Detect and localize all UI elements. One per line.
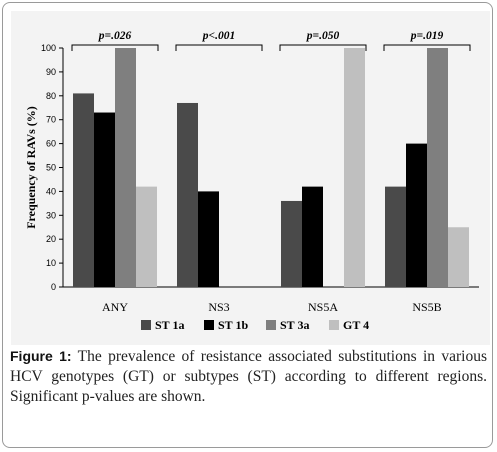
significance-bracket [175, 44, 263, 51]
p-value-annotation: p=.050 [306, 30, 340, 42]
legend-swatch [204, 320, 214, 330]
figure-frame: 0 10 20 30 40 50 60 70 80 90 100 Frequency of RAVs … [2, 2, 493, 448]
chart-panel: 0 10 20 30 40 50 60 70 80 90 100 Frequency of RAVs … [11, 11, 490, 345]
legend-swatch [266, 320, 276, 330]
caption-label: Figure 1: [10, 348, 72, 364]
bar [344, 48, 365, 287]
y-tick-label: 50 [46, 163, 56, 173]
legend-swatch [141, 320, 151, 330]
x-tick-label: NS3 [208, 300, 229, 314]
legend-swatch [329, 320, 339, 330]
y-tick-label: 20 [46, 234, 56, 244]
caption-text: The prevalence of resistance associated … [10, 348, 487, 405]
y-tick-label: 10 [46, 258, 56, 268]
figure-caption: Figure 1: The prevalence of resistance a… [10, 346, 487, 407]
bar [73, 93, 94, 287]
y-tick-label: 80 [46, 91, 56, 101]
x-tick-label: NS5B [412, 300, 441, 314]
bar [427, 48, 448, 287]
y-tick-label: 40 [46, 186, 56, 196]
bar [302, 186, 323, 287]
bar [406, 143, 427, 287]
y-tick-label: 90 [46, 67, 56, 77]
y-tick-label: 0 [51, 282, 56, 292]
legend-label: ST 1a [155, 318, 184, 332]
significance-bracket [71, 44, 159, 51]
bar [281, 200, 302, 287]
x-tick-label: NS5A [308, 300, 338, 314]
bar [198, 191, 219, 287]
legend-label: GT 4 [343, 318, 369, 332]
y-tick-label: 70 [46, 115, 56, 125]
legend-label: ST 1b [218, 318, 248, 332]
bar [385, 186, 406, 287]
legend-label: ST 3a [280, 318, 309, 332]
x-tick-label: ANY [102, 300, 128, 314]
p-value-annotation: p=.026 [98, 30, 132, 42]
y-axis-title: Frequency of RAVs (%) [24, 106, 38, 229]
bar [177, 102, 198, 287]
significance-bracket [279, 44, 367, 51]
bar [94, 112, 115, 287]
y-tick-label: 60 [46, 139, 56, 149]
y-tick-label: 30 [46, 210, 56, 220]
bar [136, 186, 157, 287]
bar [115, 48, 136, 287]
bar-chart: 0 10 20 30 40 50 60 70 80 90 100 Frequency of RAVs … [24, 30, 479, 332]
y-tick-label: 100 [41, 43, 56, 53]
p-value-annotation: p<.001 [202, 30, 235, 42]
p-value-annotation: p=.019 [410, 30, 444, 42]
significance-bracket [383, 44, 471, 51]
bar [448, 227, 469, 287]
